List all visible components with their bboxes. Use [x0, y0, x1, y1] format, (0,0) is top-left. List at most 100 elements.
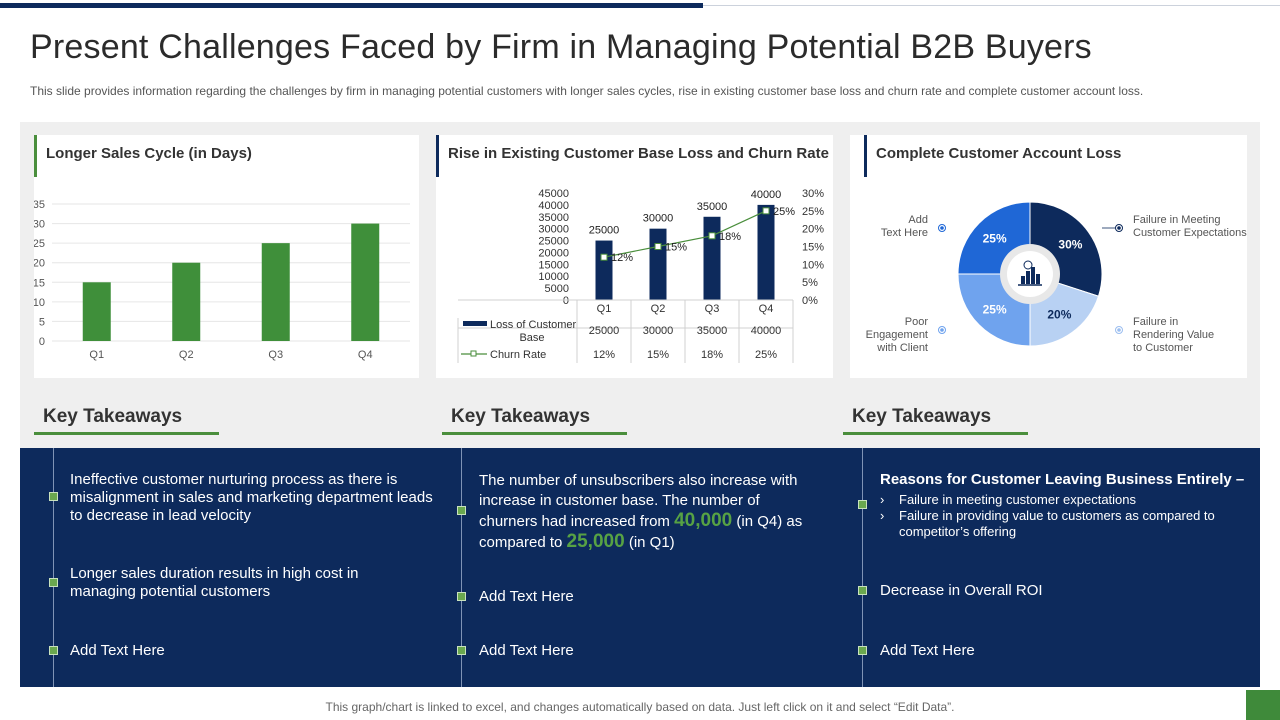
pie-outside-label: Rendering Value [1133, 329, 1214, 341]
key-takeaways-heading-1: Key Takeaways [43, 406, 183, 427]
takeaway-3-item-2: Decrease in Overall ROI [880, 582, 1043, 599]
takeaway-2-text-part3: (in Q1) [624, 534, 675, 551]
y-tick-label: 5 [39, 316, 45, 328]
churn-rate-point [708, 232, 716, 240]
top-accent-bar [0, 3, 703, 8]
takeaway-3-item-3: Add Text Here [880, 642, 975, 659]
y-tick-label: 25000 [538, 236, 569, 248]
pie-outside-label: Poor [905, 316, 929, 328]
y-tick-label: 45000 [538, 188, 569, 200]
table-bar-value: 25000 [589, 325, 620, 337]
y-tick-label: 10 [34, 297, 45, 309]
chevron-right-icon: › [880, 492, 885, 507]
bar-data-label: 35000 [697, 201, 728, 213]
x-tick-label: Q1 [89, 349, 104, 361]
takeaway-3-item-1: Reasons for Customer Leaving Business En… [880, 471, 1250, 540]
takeaway-2-item-1: The number of unsubscribers also increas… [479, 471, 809, 553]
takeaway-2-item-2: Add Text Here [479, 588, 574, 605]
pie-outside-label: with Client [876, 342, 928, 354]
pie-outside-label: Add [908, 214, 928, 226]
bar [703, 216, 721, 300]
bar [757, 204, 775, 300]
bar [172, 262, 201, 341]
x-tick-label: Q4 [759, 303, 774, 315]
page-title: Present Challenges Faced by Firm in Mana… [30, 28, 1092, 66]
bar [261, 243, 290, 341]
reason-item: › Failure in meeting customer expectation… [880, 492, 1250, 508]
churn-rate-point [654, 243, 662, 250]
takeaway-2-text-part2: (in Q4) as compared to [479, 513, 803, 551]
bullet-marker [49, 578, 58, 587]
bullet-marker [858, 500, 867, 509]
table-line-value: 25% [755, 349, 777, 361]
label-connector-dot [940, 226, 944, 230]
table-line-value: 12% [593, 349, 615, 361]
y-tick-label: 5000 [545, 283, 569, 295]
chart-dollar-icon [1018, 260, 1042, 286]
key-takeaways-underline-2 [442, 432, 627, 435]
y2-tick-label: 20% [802, 224, 824, 236]
legend-line-label: Churn Rate [490, 349, 546, 361]
table-bar-value: 35000 [697, 325, 728, 337]
takeaway-1-item-1: Ineffective customer nurturing process a… [70, 471, 433, 524]
page-subtitle: This slide provides information regardin… [30, 84, 1144, 98]
line-data-label: 15% [665, 242, 687, 254]
bullet-marker [457, 646, 466, 655]
sales-cycle-card: Longer Sales Cycle (in Days) 0 5 10 15 20 25 3… [34, 135, 419, 378]
timeline-line-2 [461, 448, 462, 687]
reason-item: › Failure in providing value to customers… [880, 508, 1250, 540]
pie-outside-label: Failure in Meeting [1133, 214, 1220, 226]
bullet-marker [49, 646, 58, 655]
x-tick-label: Q1 [597, 303, 612, 315]
y-tick-label: 15 [34, 277, 45, 289]
bar-data-label: 30000 [643, 213, 674, 225]
bullet-marker [457, 506, 466, 515]
key-takeaways-heading-3: Key Takeaways [852, 406, 992, 427]
y-tick-label: 0 [563, 295, 569, 307]
table-bar-value: 40000 [751, 325, 782, 337]
chevron-right-icon: › [880, 508, 885, 523]
bullet-marker [457, 592, 466, 601]
sales-cycle-chart: 0 5 10 15 20 25 30 35 Q1 Q2 Q3 Q4 [34, 199, 410, 361]
pie-slice-label: 20% [1047, 307, 1071, 321]
pie-slice-label: 25% [983, 232, 1007, 246]
x-tick-label: Q2 [179, 349, 194, 361]
y-tick-label: 30000 [538, 224, 569, 236]
customer-loss-card: Rise in Existing Customer Base Loss and … [436, 135, 833, 378]
sales-cycle-chart-title: Longer Sales Cycle (in Days) [34, 135, 252, 177]
bar [649, 228, 667, 300]
line-data-label: 25% [773, 206, 795, 218]
y2-tick-label: 30% [802, 188, 824, 200]
bar-data-label: 40000 [751, 189, 782, 201]
account-loss-card: Complete Customer Account Loss 30% 20% 25%… [850, 135, 1247, 378]
bar-data-label: 25000 [589, 225, 620, 237]
table-line-value: 15% [647, 349, 669, 361]
bar [82, 282, 111, 341]
y-tick-label: 40000 [538, 200, 569, 212]
label-connector-dot [1117, 226, 1121, 230]
bar [595, 240, 613, 300]
y2-tick-label: 15% [802, 242, 824, 254]
top-divider-line [703, 5, 1280, 6]
account-loss-chart-title: Complete Customer Account Loss [864, 135, 1121, 177]
churn-rate-point [762, 207, 770, 215]
pie-outside-label: to Customer [1133, 342, 1193, 354]
y2-tick-label: 0% [802, 295, 818, 307]
takeaways-panel [20, 448, 1260, 687]
legend-bar-label: Base [519, 332, 544, 344]
churn-rate-line [603, 210, 767, 258]
y-tick-label: 30 [34, 219, 45, 231]
pie-slice-label: 25% [983, 302, 1007, 316]
takeaway-2-text-part1: The number of unsubscribers also increas… [479, 472, 798, 530]
line-data-label: 12% [611, 252, 633, 264]
pie-outside-label: Text Here [881, 227, 928, 239]
y-tick-label: 15000 [538, 259, 569, 271]
customer-loss-churn-chart: 0500010000150002000025000300003500040000… [457, 188, 824, 363]
x-tick-label: Q3 [268, 349, 283, 361]
bullet-marker [858, 646, 867, 655]
bullet-marker [49, 492, 58, 501]
bar [351, 223, 380, 341]
timeline-line-3 [862, 448, 863, 687]
reason-text: Failure in providing value to customers … [899, 508, 1215, 539]
x-tick-label: Q3 [705, 303, 720, 315]
